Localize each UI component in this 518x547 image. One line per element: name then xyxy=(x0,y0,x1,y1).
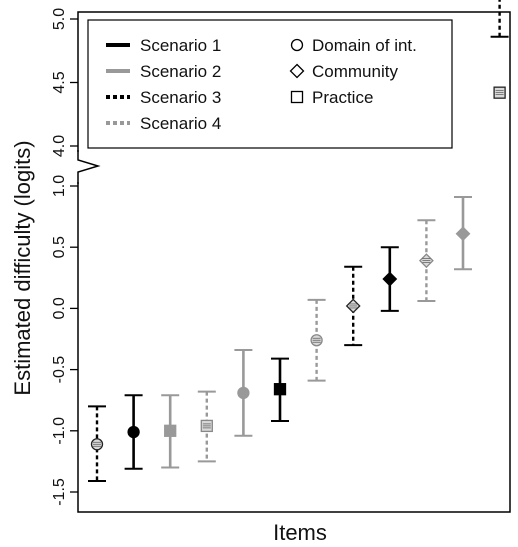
y-tick-label: 5.0 xyxy=(51,8,68,30)
point-marker-square xyxy=(164,424,177,437)
y-axis: -1.5 -1.0 -0.5 0.0 0.5 1.0 4.0 4.5 5.0 xyxy=(51,8,78,506)
y-tick-label: -1.0 xyxy=(51,417,68,445)
legend: Scenario 1 Scenario 2 Scenario 3 Scenario 4… xyxy=(87,19,453,149)
legend-label-type-2: Community xyxy=(312,62,398,81)
legend-marker-circle xyxy=(290,38,304,52)
point-item-8 xyxy=(344,265,363,347)
point-item-4 xyxy=(197,390,216,463)
point-marker-diamond xyxy=(455,226,471,242)
point-item-1 xyxy=(88,405,106,482)
y-tick-label: 4.0 xyxy=(51,135,68,157)
point-item-2 xyxy=(124,394,143,470)
point-item-6 xyxy=(271,357,289,423)
legend-label-scenario-3: Scenario 3 xyxy=(140,88,221,107)
x-axis-label: Items xyxy=(273,520,327,545)
axis-break xyxy=(75,150,101,184)
point-item-9 xyxy=(380,246,399,312)
point-marker-circle xyxy=(237,386,250,400)
legend-label-type-3: Practice xyxy=(312,88,373,107)
legend-marker-square xyxy=(290,90,304,104)
point-item-10 xyxy=(417,219,436,303)
y-axis-label: Estimated difficulty (logits) xyxy=(10,140,35,395)
y-tick-label: 0.5 xyxy=(51,236,68,258)
y-tick-label: -1.5 xyxy=(51,478,68,506)
legend-label-scenario-2: Scenario 2 xyxy=(140,62,221,81)
axis-break-gap xyxy=(75,152,89,182)
point-item-3 xyxy=(161,394,180,469)
legend-marker-diamond xyxy=(289,63,305,79)
plot-frame xyxy=(77,11,511,513)
point-item-7 xyxy=(307,298,326,382)
y-tick-label: 4.5 xyxy=(51,71,68,93)
point-item-12 xyxy=(490,0,509,99)
point-item-5 xyxy=(234,349,253,437)
y-tick-label: 0.0 xyxy=(51,297,68,319)
y-tick-label: -0.5 xyxy=(51,356,68,384)
point-item-11 xyxy=(454,196,472,271)
y-tick-label: 1.0 xyxy=(51,175,68,197)
point-marker-square xyxy=(273,383,287,396)
legend-box xyxy=(87,19,453,149)
axis-break-zigzag xyxy=(77,150,101,184)
data-points xyxy=(88,0,509,482)
point-marker-diamond xyxy=(382,271,398,287)
point-marker-circle xyxy=(127,425,140,439)
legend-label-scenario-4: Scenario 4 xyxy=(140,114,221,133)
legend-label-type-1: Domain of int. xyxy=(312,36,417,55)
legend-label-scenario-1: Scenario 1 xyxy=(140,36,221,55)
